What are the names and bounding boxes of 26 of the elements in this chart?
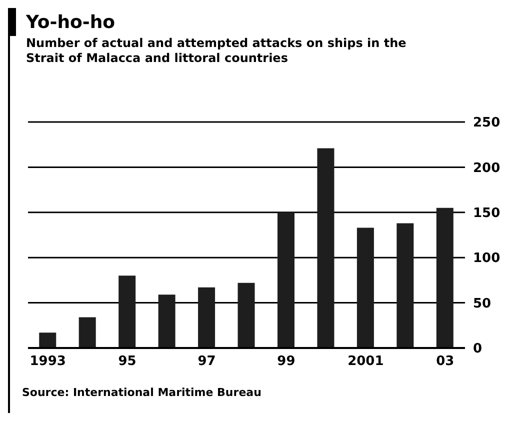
- bar: [118, 276, 136, 348]
- chart-title: Yo-ho-ho: [26, 12, 116, 33]
- y-tick-label: 100: [473, 251, 500, 266]
- bar: [396, 223, 414, 348]
- x-tick-label: 99: [277, 354, 296, 370]
- bar: [198, 287, 216, 348]
- y-tick-label: 0: [473, 342, 482, 357]
- bar: [317, 148, 334, 348]
- bar: [436, 208, 454, 348]
- y-tick-label: 200: [473, 160, 500, 176]
- x-tick-label: 97: [198, 354, 216, 370]
- bar: [78, 317, 96, 348]
- bar: [238, 282, 255, 348]
- y-tick-label: 150: [473, 206, 500, 222]
- bar: [356, 228, 374, 348]
- x-tick-label: 2001: [348, 354, 384, 370]
- y-tick-label: 250: [473, 116, 500, 131]
- source-note: Source: International Maritime Bureau: [22, 386, 262, 399]
- chart-subtitle: Number of actual and attempted attacks on ships in the Strait of Malacca and littoral countries: [26, 36, 408, 66]
- y-tick-label: 50: [473, 296, 492, 312]
- bar: [158, 294, 176, 348]
- x-tick-label: 95: [118, 354, 136, 370]
- x-tick-label: 03: [436, 354, 454, 370]
- bar: [277, 212, 294, 348]
- x-tick-label: 1993: [30, 354, 66, 370]
- bar: [39, 332, 56, 348]
